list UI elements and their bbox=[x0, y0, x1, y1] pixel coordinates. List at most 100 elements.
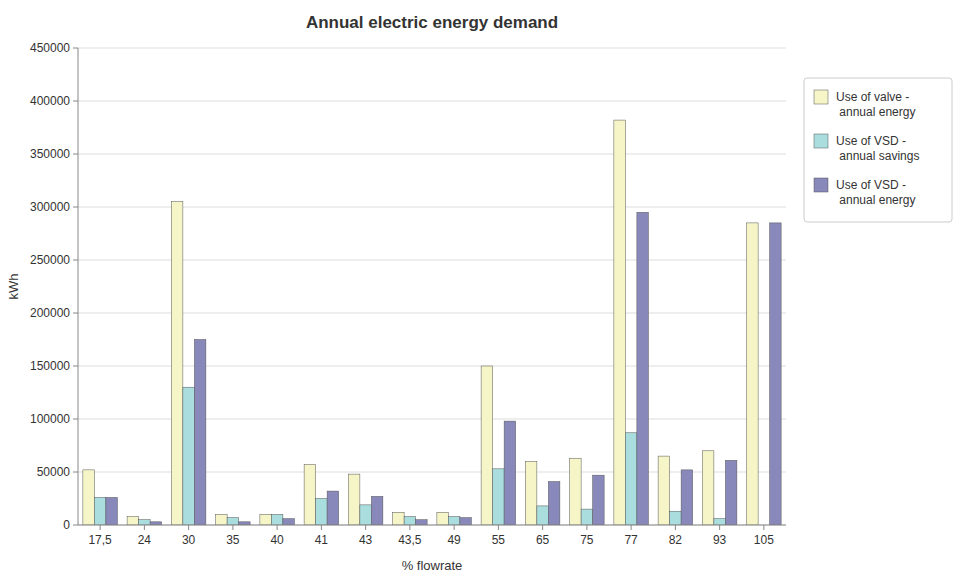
grid-line bbox=[78, 366, 786, 367]
y-tick-label: 100000 bbox=[30, 412, 70, 426]
x-tick bbox=[277, 525, 278, 530]
x-tick-label: 43 bbox=[359, 533, 373, 547]
grid-line bbox=[78, 48, 786, 49]
bar: 93: 61000 bbox=[725, 460, 737, 525]
x-tick-label: 65 bbox=[536, 533, 550, 547]
bar: 35: 7000 bbox=[227, 518, 239, 525]
x-tick-label: 55 bbox=[492, 533, 506, 547]
bar: 82: 52000 bbox=[681, 470, 693, 525]
y-tick-label: 450000 bbox=[30, 41, 70, 55]
legend-box bbox=[804, 78, 952, 222]
y-tick-label: 50000 bbox=[37, 465, 71, 479]
x-tick-label: 93 bbox=[713, 533, 727, 547]
bar: 43: 27000 bbox=[371, 496, 383, 525]
bar: 43,5: 5000 bbox=[416, 520, 428, 525]
bar: 17,5: 26000 bbox=[94, 497, 106, 525]
y-tick bbox=[73, 260, 78, 261]
bar: 40: 10000 bbox=[260, 514, 272, 525]
y-tick-label: 400000 bbox=[30, 94, 70, 108]
bar: 55: 98000 bbox=[504, 421, 516, 525]
x-tick-label: 17,5 bbox=[88, 533, 112, 547]
bar: 41: 25000 bbox=[316, 499, 328, 526]
legend-swatch bbox=[814, 134, 828, 148]
x-tick bbox=[409, 525, 410, 530]
y-tick-label: 350000 bbox=[30, 147, 70, 161]
bar: 49: 8000 bbox=[448, 517, 460, 525]
grid-line bbox=[78, 260, 786, 261]
bar: 93: 70000 bbox=[702, 451, 714, 525]
y-tick bbox=[73, 525, 78, 526]
y-tick bbox=[73, 154, 78, 155]
bar: 40: 6000 bbox=[283, 519, 295, 525]
bars: 17,5: 52000 24: 8000 30: 305000 35: 10000 40… bbox=[83, 120, 781, 525]
bar: 30: 175000 bbox=[194, 340, 206, 526]
grid-line bbox=[78, 313, 786, 314]
grid bbox=[78, 48, 786, 525]
x-tick bbox=[542, 525, 543, 530]
bar: 93: 6000 bbox=[714, 519, 726, 525]
y-tick-label: 150000 bbox=[30, 359, 70, 373]
bar: 55: 53000 bbox=[493, 469, 505, 525]
y-tick bbox=[73, 472, 78, 473]
y-tick-label: 0 bbox=[63, 518, 70, 532]
bar: 35: 10000 bbox=[216, 514, 228, 525]
y-tick bbox=[73, 366, 78, 367]
bar: 24: 8000 bbox=[127, 517, 139, 525]
y-axis-label: kWh bbox=[6, 274, 21, 300]
bar: 49: 12000 bbox=[437, 512, 449, 525]
bar: 41: 32000 bbox=[327, 491, 339, 525]
x-tick-label: 40 bbox=[270, 533, 284, 547]
x-axis bbox=[78, 525, 786, 526]
legend-swatch bbox=[814, 90, 828, 104]
bar: 24: 5000 bbox=[139, 520, 151, 525]
x-tick bbox=[454, 525, 455, 530]
bar: 30: 305000 bbox=[171, 202, 183, 525]
x-tick-label: 24 bbox=[138, 533, 152, 547]
x-tick bbox=[675, 525, 676, 530]
bar: 77: 295000 bbox=[637, 212, 649, 525]
x-tick bbox=[365, 525, 366, 530]
bar: 41: 57000 bbox=[304, 465, 316, 525]
chart: 0500001000001500002000002500003000003500… bbox=[0, 0, 961, 587]
bar: 77: 382000 bbox=[614, 120, 626, 525]
x-tick bbox=[144, 525, 145, 530]
x-tick bbox=[321, 525, 322, 530]
bar: 40: 10000 bbox=[271, 514, 283, 525]
legend-swatch bbox=[814, 178, 828, 192]
x-tick bbox=[586, 525, 587, 530]
legend-label: Use of valve - annual energy bbox=[836, 90, 915, 119]
grid-line bbox=[78, 525, 786, 526]
bar: 82: 13000 bbox=[670, 511, 682, 525]
bar: 43,5: 8000 bbox=[404, 517, 416, 525]
grid-line bbox=[78, 101, 786, 102]
legend-label: Use of VSD - annual energy bbox=[836, 178, 915, 207]
bar: 17,5: 26000 bbox=[106, 497, 118, 525]
y-tick bbox=[73, 207, 78, 208]
bar: 65: 18000 bbox=[537, 506, 549, 525]
x-tick bbox=[719, 525, 720, 530]
title: Annual electric energy demand bbox=[306, 13, 558, 32]
x-tick bbox=[100, 525, 101, 530]
bar: 49: 7000 bbox=[460, 518, 472, 525]
bar: 105: 285000 bbox=[770, 223, 782, 525]
bar: 75: 15000 bbox=[581, 509, 593, 525]
x-tick bbox=[498, 525, 499, 530]
bar: 55: 150000 bbox=[481, 366, 493, 525]
grid-line bbox=[78, 207, 786, 208]
x-tick bbox=[232, 525, 233, 530]
x-tick bbox=[188, 525, 189, 530]
bar: 77: 87000 bbox=[625, 433, 637, 525]
x-tick-label: 105 bbox=[754, 533, 774, 547]
bar: 82: 65000 bbox=[658, 456, 670, 525]
bar: 75: 47000 bbox=[593, 475, 605, 525]
x-tick-label: 75 bbox=[580, 533, 594, 547]
y-tick-label: 200000 bbox=[30, 306, 70, 320]
bar: 43: 19000 bbox=[360, 505, 372, 525]
bar: 65: 41000 bbox=[548, 482, 560, 525]
y-tick bbox=[73, 419, 78, 420]
x-tick-label: 43,5 bbox=[398, 533, 422, 547]
legend-label: Use of VSD - annual savings bbox=[836, 134, 919, 163]
bar: 17,5: 52000 bbox=[83, 470, 95, 525]
bar: 75: 63000 bbox=[570, 458, 582, 525]
bar: 43,5: 12000 bbox=[393, 512, 405, 525]
